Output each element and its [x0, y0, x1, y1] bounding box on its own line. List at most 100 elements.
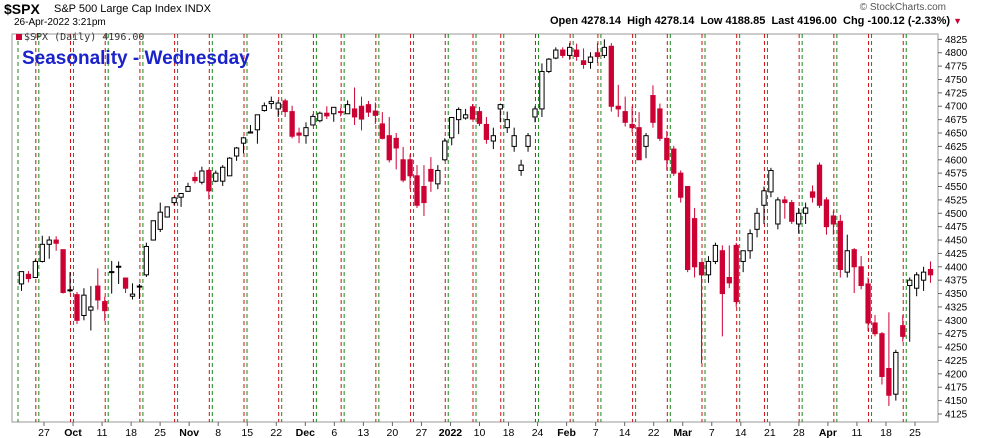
candle-body — [789, 202, 795, 222]
candle-body — [95, 285, 101, 301]
x-tick-label: 11 — [97, 427, 108, 438]
candle-body — [900, 325, 906, 337]
x-tick-label: 27 — [38, 427, 50, 438]
x-tick-label: 7 — [593, 427, 599, 438]
y-tick-label: 4300 — [945, 316, 968, 327]
candle-body — [178, 192, 184, 198]
y-tick-label: 4350 — [945, 289, 968, 300]
candle-body — [872, 322, 878, 335]
y-tick-label: 4775 — [945, 62, 968, 73]
y-tick-label: 4225 — [945, 356, 968, 367]
y-tick-label: 4475 — [945, 222, 968, 233]
low-label: Low — [700, 15, 723, 27]
candle-body — [858, 266, 864, 287]
candle-body — [754, 212, 760, 230]
y-tick-label: 4600 — [945, 155, 968, 166]
x-axis: 27 Oct 11 18 25 Nov 8 15 22 Dec 6 13 20 27 2022 10 18 24 F… — [38, 422, 921, 438]
candle-body — [560, 49, 566, 56]
candle-body — [310, 115, 316, 126]
candle-body — [171, 197, 177, 204]
candle-body — [261, 105, 267, 112]
candle-body — [317, 112, 323, 122]
y-tick-label: 4825 — [945, 35, 968, 46]
week-grid-lines — [17, 34, 907, 422]
x-tick-label: 27 — [416, 427, 428, 438]
candle-body — [802, 207, 809, 214]
y-tick-label: 4400 — [945, 262, 968, 273]
candle-body — [907, 279, 913, 287]
x-tick-label: 2022 — [439, 427, 463, 438]
chg-label: Chg — [843, 15, 865, 27]
x-tick-label: 21 — [764, 427, 776, 438]
candle-body — [60, 249, 66, 293]
candle-body — [691, 218, 698, 268]
candle-body — [698, 262, 705, 276]
legend-label: $SPX (Daily) 4196.00 — [24, 32, 145, 43]
candle-body — [671, 148, 677, 174]
open-value: 4278.14 — [581, 15, 621, 27]
candle-body — [796, 212, 802, 225]
candle-body — [511, 135, 517, 147]
x-tick-label: 25 — [909, 427, 921, 438]
candle-body — [400, 159, 406, 181]
candle-body — [580, 60, 587, 66]
candle-body — [282, 100, 288, 113]
legend-swatch — [16, 34, 22, 40]
x-tick-label: 14 — [735, 427, 747, 438]
y-tick-label: 4250 — [945, 343, 968, 354]
candle-body — [407, 159, 413, 177]
candle-body — [594, 52, 601, 57]
candle-body — [351, 108, 358, 118]
candle-body — [643, 135, 649, 147]
candle-body — [886, 367, 892, 396]
last-value: 4196.00 — [797, 15, 837, 27]
candle-body — [428, 168, 434, 182]
candle-body — [442, 140, 448, 161]
candle-body — [81, 294, 87, 317]
y-tick-label: 4425 — [945, 249, 968, 260]
candle-body — [483, 123, 490, 140]
candle-body — [74, 294, 80, 321]
candle-body — [608, 45, 614, 107]
candle-body — [504, 119, 510, 129]
candle-body — [150, 220, 156, 241]
symbol: $SPX — [4, 1, 40, 17]
candle-body — [587, 56, 594, 63]
candle-body — [192, 176, 198, 182]
candle-body — [685, 186, 691, 270]
candle-body — [920, 271, 927, 281]
y-tick-label: 4650 — [945, 129, 968, 140]
candle-body — [39, 243, 45, 262]
candle-body — [421, 186, 427, 204]
y-tick-label: 4325 — [945, 302, 968, 313]
candle-body — [657, 108, 663, 139]
low-value: 4188.85 — [725, 15, 766, 27]
candle-body — [809, 191, 816, 198]
x-tick-label: Apr — [819, 427, 837, 438]
candle-body — [18, 271, 25, 285]
x-tick-label: 15 — [241, 427, 253, 438]
candle-body — [622, 111, 628, 123]
candle-body — [109, 271, 115, 274]
chg-value: -100.12 (-2.33%) — [867, 15, 951, 27]
candle-body — [386, 135, 392, 161]
x-tick-label: 11 — [851, 427, 862, 438]
y-tick-label: 4625 — [945, 142, 968, 153]
candle-body — [456, 108, 462, 121]
y-tick-label: 4675 — [945, 115, 968, 126]
x-tick-label: Oct — [64, 427, 82, 438]
candle-body — [476, 111, 483, 124]
x-tick-label: 8 — [215, 427, 221, 438]
y-tick-label: 4375 — [945, 276, 968, 287]
overlay-title: Seasonality - Wednesday — [22, 48, 250, 69]
candle-body — [546, 58, 552, 72]
candle-body — [567, 46, 573, 56]
candle-body — [254, 114, 261, 131]
y-tick-label: 4525 — [945, 195, 968, 206]
candle-body — [747, 233, 753, 252]
x-tick-label: 28 — [793, 427, 805, 438]
y-axis: 4125 4150 4175 4200 4225 4250 4275 4300 4325 4350… — [938, 35, 968, 420]
candle-body — [927, 268, 934, 276]
candle-body — [768, 169, 774, 193]
x-tick-label: 25 — [154, 427, 166, 438]
